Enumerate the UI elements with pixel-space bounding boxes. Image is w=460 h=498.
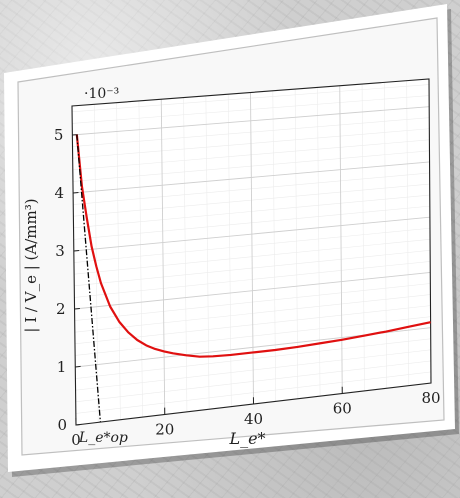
x-tick-label: 60 [333, 400, 352, 418]
minor-grid-x [406, 80, 410, 386]
x-tick-label: 80 [421, 389, 440, 407]
y-tick-mark [75, 365, 81, 368]
minor-grid-x [317, 87, 321, 397]
x-tick-label: 0 [71, 431, 81, 449]
x-extra-tick-label: L_e*op [78, 430, 128, 446]
major-grid-y [74, 272, 431, 310]
major-grid-x [339, 85, 343, 394]
major-grid-y [73, 216, 430, 252]
y-tick-mark [75, 423, 82, 426]
minor-grid-x [183, 97, 188, 412]
x-tick-label: 20 [155, 421, 174, 439]
major-grid-y [72, 106, 430, 136]
y-scale-label: ·10⁻³ [84, 86, 119, 102]
series-line-red [75, 134, 431, 358]
minor-grid-x [138, 100, 143, 418]
y-tick-label: 1 [57, 358, 67, 376]
y-tick-label: 4 [55, 184, 65, 202]
y-tick-label: 0 [57, 416, 67, 434]
x-axis-label: L_e* [228, 429, 265, 448]
chart: 0 20 40 60 80 0 1 2 3 4 5 ·10⁻³ L_e*op L_e* | I / V_e … [22, 78, 441, 449]
y-tick-label: 3 [55, 242, 65, 260]
x-tick-label: 40 [244, 410, 263, 428]
series-line-dashdot [76, 134, 102, 423]
major-grid-x [160, 99, 166, 415]
major-grid-y [73, 161, 430, 194]
minor-grid-x [384, 82, 387, 389]
y-tick-mark [73, 249, 80, 252]
minor-grid-x [116, 102, 121, 420]
plot-frame [71, 78, 432, 426]
minor-grid-x [361, 84, 365, 391]
y-axis-label: | I / V_e | (A/mm³) [22, 198, 40, 332]
y-tick-label: 2 [56, 300, 66, 318]
y-tick-label: 5 [54, 126, 64, 144]
y-tick-mark [74, 307, 80, 310]
